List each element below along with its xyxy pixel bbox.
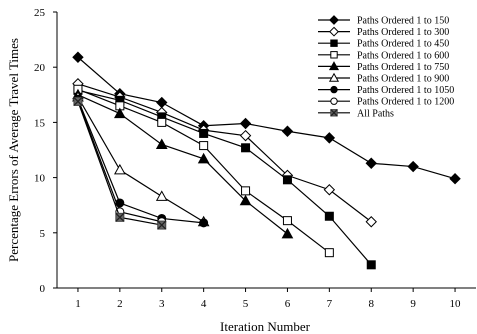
x-tick-label: 1 (75, 298, 81, 310)
data-point (330, 85, 338, 94)
y-axis-label: Percentage Errors of Average Travel Time… (6, 38, 21, 262)
data-point (282, 175, 292, 185)
data-point (328, 72, 340, 82)
series-line (77, 89, 372, 266)
data-point (157, 220, 167, 230)
legend-item: Paths Ordered 1 to 750 (318, 61, 449, 73)
series-line (77, 96, 204, 223)
legend-item: Paths Ordered 1 to 150 (318, 15, 449, 27)
series-6 (72, 90, 210, 227)
legend-label: Paths Ordered 1 to 150 (357, 16, 449, 27)
legend-label: Paths Ordered 1 to 1050 (357, 85, 454, 96)
data-point (324, 211, 334, 221)
legend-item: Paths Ordered 1 to 900 (318, 72, 449, 85)
data-point (330, 109, 338, 117)
y-tick-label: 15 (34, 117, 46, 129)
series-7 (73, 94, 209, 228)
data-point (330, 97, 338, 105)
data-point (199, 218, 209, 228)
data-point (366, 260, 376, 270)
series-line (77, 94, 288, 235)
legend-item: Paths Ordered 1 to 300 (318, 26, 449, 38)
data-point (365, 216, 377, 228)
x-tick-label: 9 (410, 298, 416, 310)
x-tick-label: 6 (285, 298, 291, 310)
data-point (73, 96, 83, 106)
x-mark-line (157, 220, 167, 230)
data-point (115, 212, 125, 222)
data-point (114, 163, 126, 175)
data-point (114, 107, 126, 119)
data-point (281, 227, 294, 239)
x-tick-label: 5 (243, 298, 249, 310)
legend-label: All Paths (357, 108, 394, 119)
data-point (239, 194, 252, 206)
legend-label: Paths Ordered 1 to 450 (357, 39, 449, 50)
x-mark-line (115, 212, 125, 222)
x-tick-label: 2 (117, 298, 123, 310)
series-line (77, 98, 204, 224)
data-point (328, 61, 340, 71)
data-point (241, 186, 251, 196)
x-mark-line (330, 109, 338, 117)
legend-label: Paths Ordered 1 to 300 (357, 27, 449, 38)
data-point (323, 132, 336, 144)
legend-item: Paths Ordered 1 to 600 (318, 50, 449, 61)
series-layer (72, 51, 461, 270)
data-point (282, 216, 292, 226)
legend-label: Paths Ordered 1 to 600 (357, 50, 449, 61)
data-point (323, 184, 336, 196)
data-point (407, 160, 419, 173)
data-point (365, 157, 377, 169)
legend-item: All Paths (318, 108, 394, 119)
data-point (239, 129, 252, 142)
data-point (330, 51, 338, 59)
legend-label: Paths Ordered 1 to 750 (357, 62, 449, 73)
data-point (241, 143, 251, 153)
y-tick-label: 25 (34, 7, 46, 19)
x-tick-label: 8 (369, 298, 375, 310)
series-line (77, 56, 456, 180)
x-tick-label: 10 (450, 298, 462, 310)
data-point (155, 190, 168, 201)
y-tick-label: 5 (40, 228, 46, 240)
y-tick-label: 20 (34, 62, 46, 74)
data-point (72, 51, 84, 63)
series-9 (73, 96, 167, 230)
data-point (155, 138, 168, 149)
legend-label: Paths Ordered 1 to 1200 (357, 97, 454, 108)
data-point (156, 96, 168, 109)
data-point (330, 39, 338, 47)
y-tick-label: 0 (40, 283, 46, 295)
series-1 (72, 51, 461, 185)
data-point (324, 248, 334, 258)
data-point (281, 125, 294, 137)
legend-item: Paths Ordered 1 to 450 (318, 39, 449, 50)
x-tick-label: 3 (159, 298, 165, 310)
data-point (157, 117, 167, 127)
legend-item: Paths Ordered 1 to 1050 (318, 85, 454, 96)
data-point (239, 117, 252, 130)
data-point (329, 15, 339, 25)
data-point (199, 141, 209, 151)
x-tick-label: 4 (201, 298, 207, 310)
x-mark-line (73, 96, 83, 106)
series-line (77, 88, 330, 254)
x-tick-label: 7 (327, 298, 333, 310)
legend-item: Paths Ordered 1 to 1200 (318, 97, 454, 108)
data-point (199, 128, 209, 138)
x-axis-label: Iteration Number (220, 319, 311, 334)
axes: 0 5 10 15 20 25 1 2 3 4 5 6 7 8 9 10 (34, 7, 476, 310)
legend-label: Paths Ordered 1 to 900 (357, 74, 449, 85)
y-tick-label: 10 (34, 173, 46, 185)
data-point (197, 152, 210, 164)
series-5 (72, 88, 294, 239)
data-point (329, 26, 339, 37)
series-line (77, 83, 372, 223)
data-point (449, 172, 461, 185)
